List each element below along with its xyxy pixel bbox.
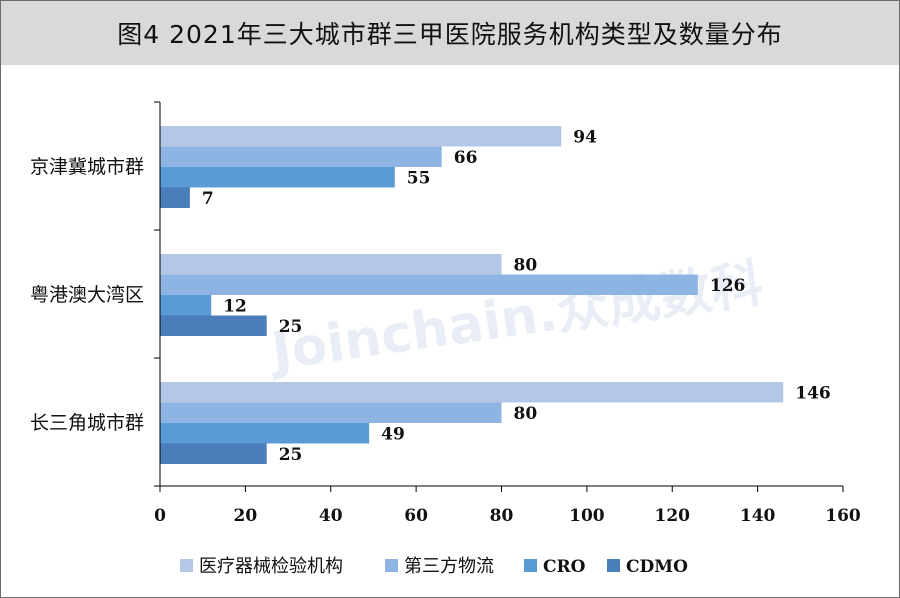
category-label: 长三角城市群 <box>30 412 144 434</box>
category-label: 京津冀城市群 <box>30 156 144 178</box>
data-label: 25 <box>279 445 303 465</box>
data-label: 66 <box>454 148 478 168</box>
chart-title: 图4 2021年三大城市群三甲医院服务机构类型及数量分布 <box>117 20 783 49</box>
legend-swatch <box>385 559 398 572</box>
bar-1-0 <box>160 254 502 275</box>
x-tick-label: 120 <box>655 506 691 526</box>
x-tick-label: 80 <box>490 506 514 526</box>
x-tick-label: 0 <box>154 506 166 526</box>
data-label: 80 <box>514 404 538 424</box>
data-label: 94 <box>573 127 597 147</box>
data-label: 49 <box>381 424 405 444</box>
data-label: 80 <box>514 255 538 275</box>
bar-0-1 <box>160 146 442 167</box>
data-label: 146 <box>795 383 831 403</box>
legend-swatch <box>607 559 620 572</box>
bar-0-3 <box>160 187 190 208</box>
bar-1-3 <box>160 315 267 336</box>
x-tick-label: 100 <box>569 506 605 526</box>
bar-2-1 <box>160 402 502 423</box>
category-label: 粤港澳大湾区 <box>30 284 144 306</box>
bar-1-1 <box>160 274 698 295</box>
bar-2-2 <box>160 423 370 444</box>
x-tick-label: 140 <box>740 506 776 526</box>
bar-0-0 <box>160 126 562 147</box>
legend-swatch <box>524 559 537 572</box>
legend-label: 第三方物流 <box>404 556 494 577</box>
x-tick-label: 60 <box>404 506 428 526</box>
bar-0-2 <box>160 167 395 188</box>
data-label: 55 <box>407 168 431 188</box>
legend-label: CDMO <box>626 557 688 577</box>
x-tick-label: 40 <box>319 506 343 526</box>
x-tick-label: 160 <box>825 506 861 526</box>
legend-swatch <box>180 559 193 572</box>
data-label: 7 <box>202 189 214 209</box>
x-tick-label: 20 <box>234 506 258 526</box>
title-bar: 图4 2021年三大城市群三甲医院服务机构类型及数量分布 <box>1 1 899 65</box>
data-label: 25 <box>279 317 303 337</box>
bar-2-3 <box>160 443 267 464</box>
bar-1-2 <box>160 295 212 316</box>
data-label: 12 <box>223 296 247 316</box>
legend-label: CRO <box>543 557 586 577</box>
data-label: 126 <box>710 276 746 296</box>
bar-2-0 <box>160 382 784 403</box>
legend-label: 医疗器械检验机构 <box>199 556 343 577</box>
